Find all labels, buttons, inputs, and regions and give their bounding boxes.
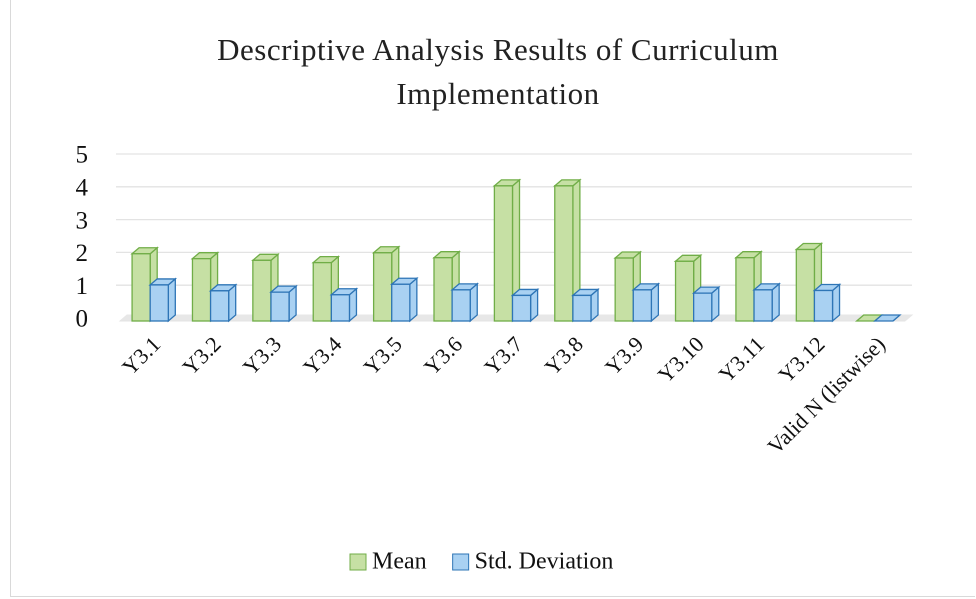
y-tick-label: 3 (76, 207, 89, 234)
bar-front (191, 258, 212, 322)
bar-front (813, 289, 834, 322)
bar-front (693, 292, 713, 322)
x-tick-label: Y3.6 (419, 331, 467, 379)
bar-front (270, 291, 290, 322)
x-tick-label: Y3.1 (117, 331, 165, 379)
bar (148, 277, 178, 323)
x-tick-label: Y3.4 (298, 331, 346, 379)
x-tick-label: Y3.12 (773, 331, 829, 387)
bar (450, 282, 479, 323)
y-tick-label: 0 (76, 306, 89, 333)
bar (329, 287, 359, 323)
bar (571, 288, 600, 323)
bar (208, 283, 238, 323)
bar-top (873, 314, 902, 322)
x-tick-label: Y3.7 (479, 331, 527, 379)
bar (873, 314, 902, 322)
bar (510, 288, 540, 323)
x-tick-label: Y3.11 (714, 331, 770, 387)
bar-front (312, 261, 332, 322)
bar-front (433, 257, 453, 322)
x-tick-label: Y3.5 (358, 331, 406, 379)
bar (631, 282, 661, 323)
bar-front (674, 260, 695, 322)
chart-frame (10, 0, 975, 597)
bar (691, 285, 721, 323)
x-tick-label: Y3.3 (238, 331, 286, 379)
bar-front (795, 248, 816, 322)
bar-front (252, 259, 272, 322)
x-tick-label: Y3.8 (540, 331, 588, 379)
bar-front (632, 289, 653, 322)
bar-front (209, 290, 230, 322)
bar-front (391, 283, 411, 322)
x-tick-label: Y3.9 (600, 331, 648, 379)
legend-label: Mean (372, 549, 427, 575)
legend-swatch (452, 553, 470, 571)
bar-front (511, 294, 532, 322)
bar (269, 284, 298, 323)
bar-side (167, 277, 176, 323)
legend-label: Std. Deviation (475, 549, 614, 575)
bar-front (131, 253, 151, 322)
bar-side (409, 276, 418, 323)
y-tick-label: 4 (76, 175, 89, 202)
x-tick-label: Y3.10 (653, 331, 709, 387)
bar-front (330, 294, 351, 322)
bar (553, 178, 582, 323)
bar-front (614, 257, 634, 322)
bar-front (493, 185, 514, 322)
bar (492, 178, 522, 323)
bar-front (735, 257, 755, 322)
legend-swatch (349, 553, 367, 571)
bar-front (372, 252, 393, 322)
bar-front (149, 284, 169, 322)
bar (752, 282, 781, 323)
bar (389, 276, 419, 323)
y-tick-label: 5 (76, 142, 89, 169)
y-tick-label: 2 (76, 240, 89, 267)
bar (812, 283, 842, 323)
bar-front (554, 185, 574, 322)
y-tick-label: 1 (76, 273, 89, 300)
bar-front (451, 289, 471, 322)
bar-front (572, 294, 592, 322)
x-tick-label: Y3.2 (177, 331, 225, 379)
bar-front (753, 289, 773, 322)
chart-title: Descriptive Analysis Results of Curricul… (217, 32, 779, 111)
